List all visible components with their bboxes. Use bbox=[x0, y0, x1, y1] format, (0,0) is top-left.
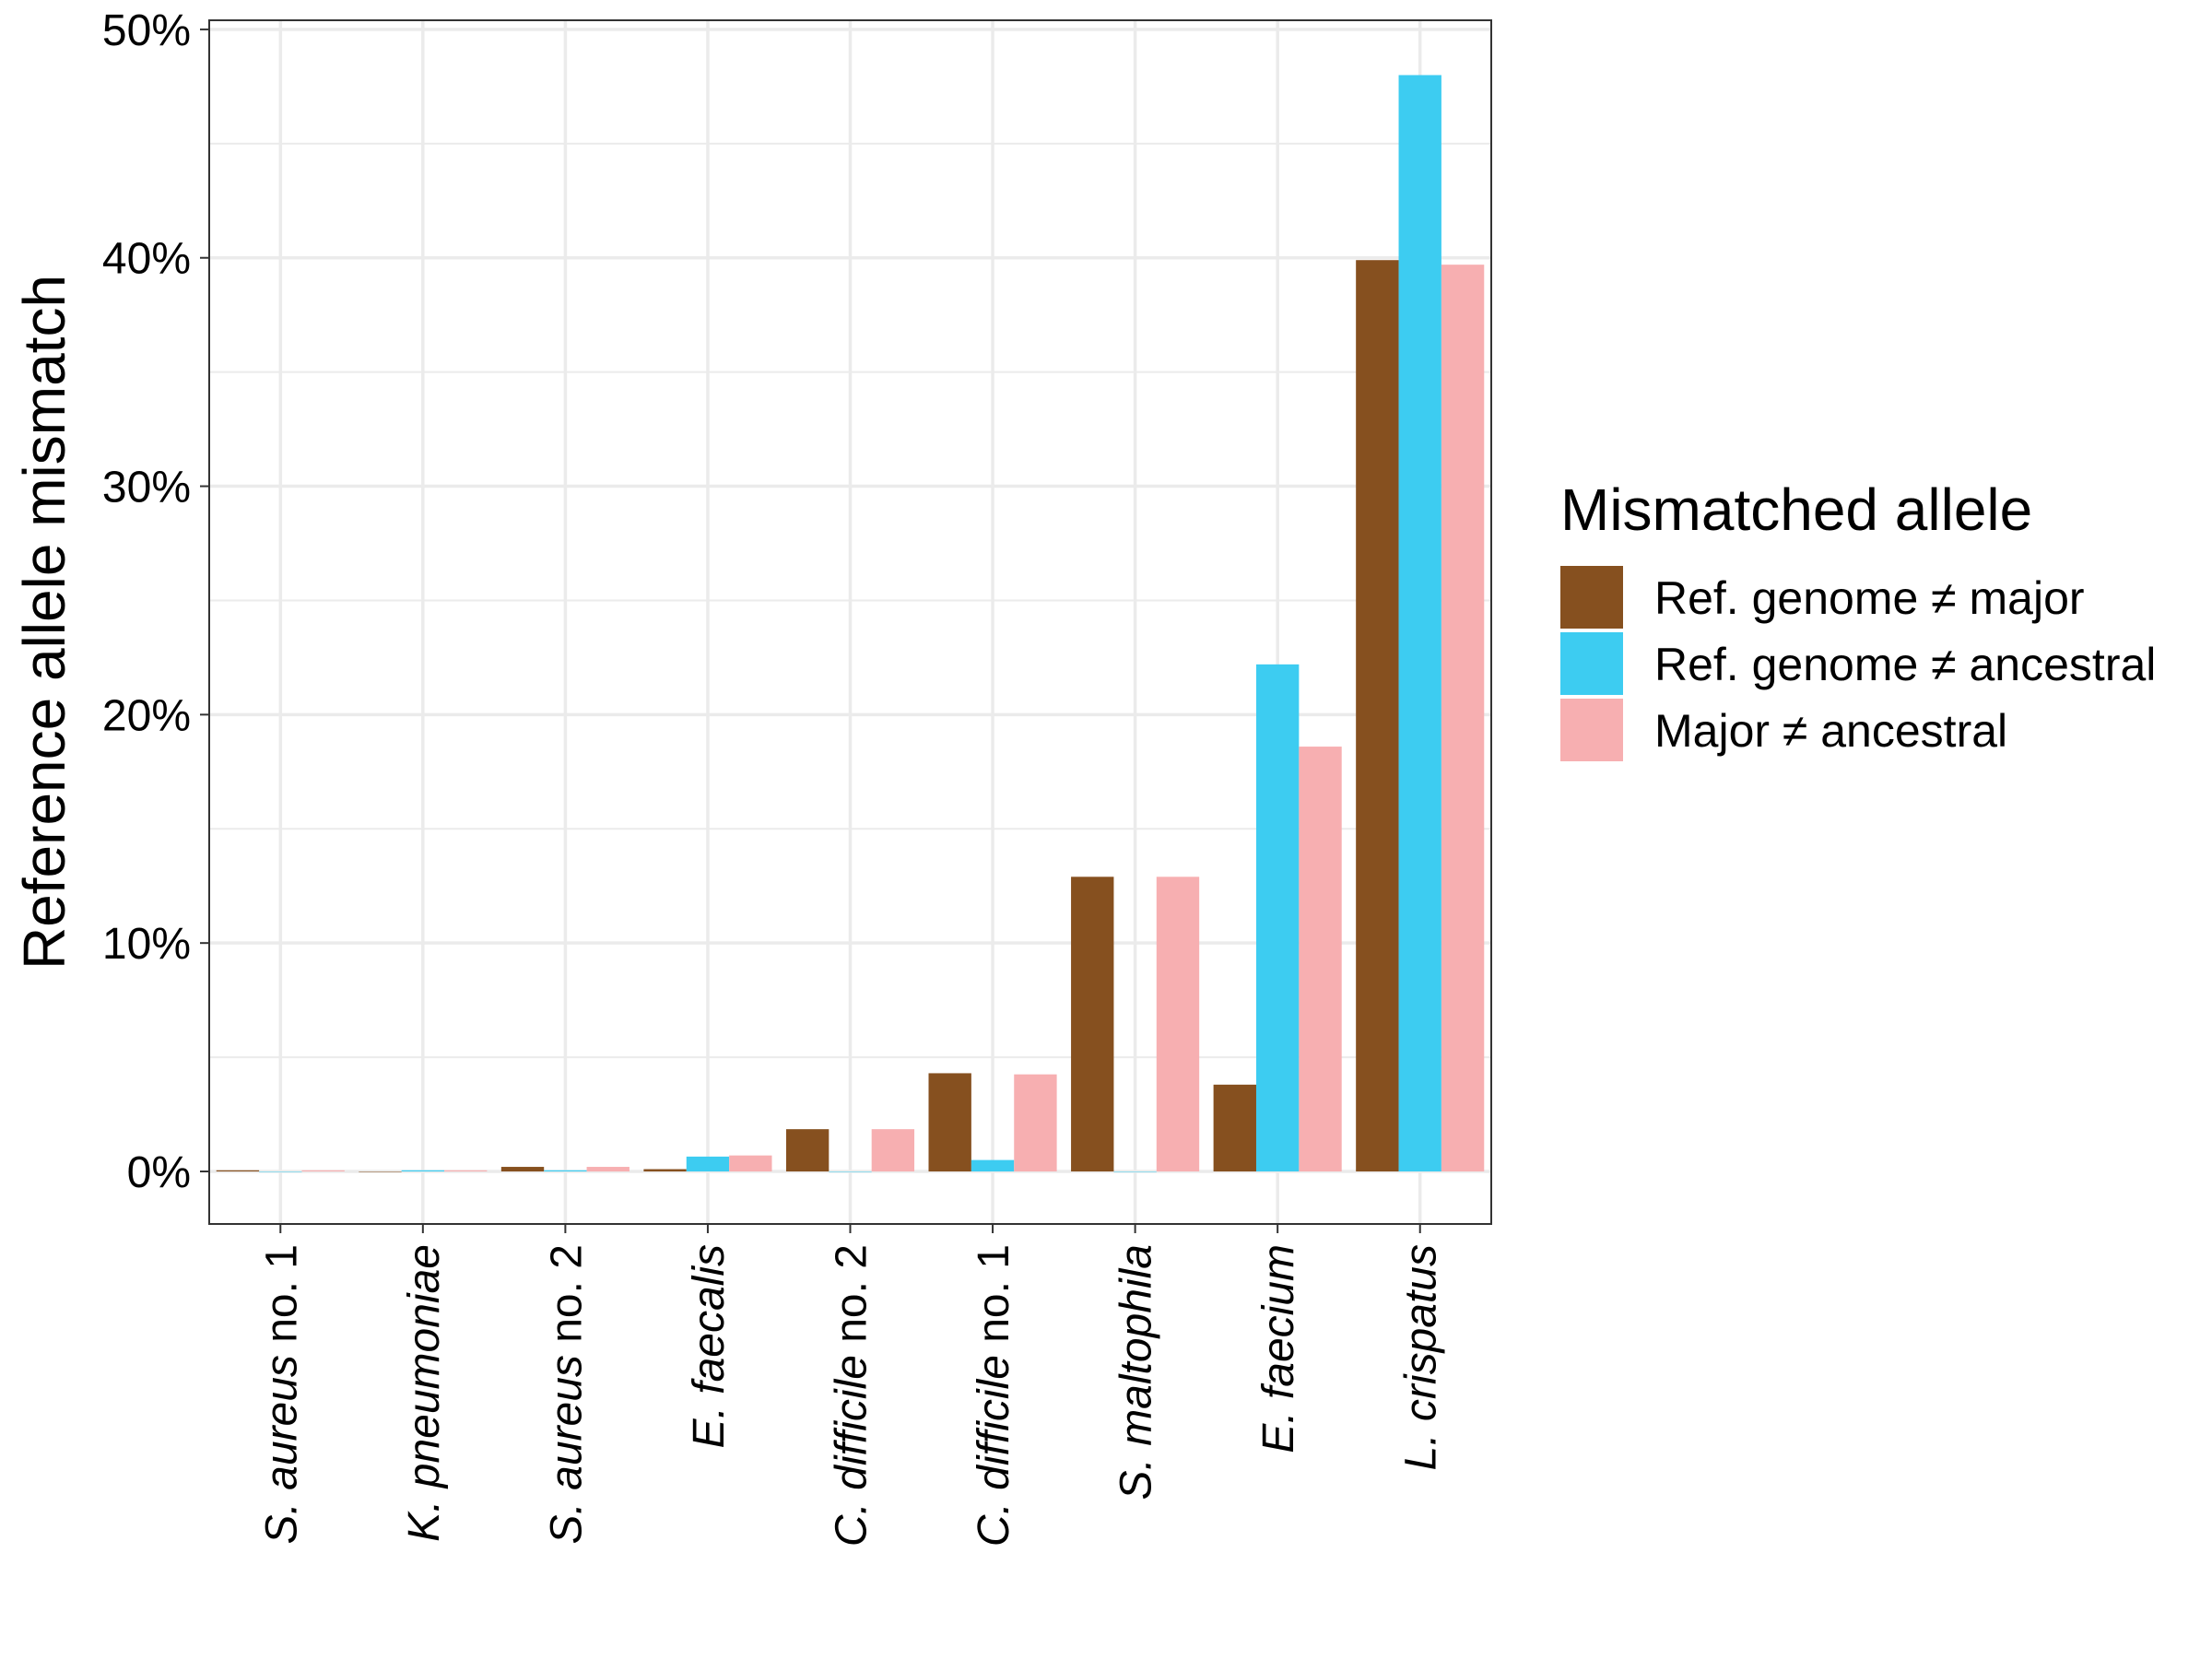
bar bbox=[1213, 1084, 1256, 1172]
y-tick-label: 10% bbox=[102, 920, 191, 969]
y-axis-title: Reference allele mismatch bbox=[11, 275, 77, 970]
y-axis: 0% 10% 20% 30% 40% 50% bbox=[102, 6, 209, 1197]
legend-label: Major ≠ ancestral bbox=[1654, 705, 2007, 757]
x-tick-label: C. difficile no. 2 bbox=[828, 1244, 877, 1547]
bar bbox=[1071, 877, 1114, 1172]
x-tick-label: L. crispatus bbox=[1397, 1244, 1446, 1470]
y-tick-label: 20% bbox=[102, 691, 191, 740]
bar bbox=[785, 1129, 830, 1172]
bar bbox=[1113, 1171, 1157, 1172]
legend-title: Mismatched allele bbox=[1560, 477, 2032, 543]
bar bbox=[686, 1156, 730, 1172]
bar bbox=[928, 1073, 971, 1172]
bar bbox=[1156, 877, 1200, 1172]
legend-swatch bbox=[1560, 699, 1623, 761]
x-tick-label: C. difficile no. 1 bbox=[970, 1244, 1018, 1547]
bar bbox=[259, 1171, 302, 1172]
bar bbox=[1299, 747, 1342, 1172]
x-tick-label: E. faecium bbox=[1254, 1244, 1303, 1453]
bar bbox=[643, 1169, 687, 1172]
bar bbox=[729, 1155, 772, 1172]
x-tick-label: K. pneumoniae bbox=[400, 1244, 449, 1542]
legend: Mismatched allele Ref. genome ≠ majorRef… bbox=[1560, 477, 2156, 761]
y-tick-label: 40% bbox=[102, 235, 191, 284]
y-tick-label: 30% bbox=[102, 464, 191, 512]
legend-label: Ref. genome ≠ ancestral bbox=[1654, 639, 2156, 690]
bar bbox=[586, 1167, 629, 1172]
y-tick-label: 0% bbox=[127, 1148, 191, 1197]
legend-items: Ref. genome ≠ major Ref. genome ≠ ancestr… bbox=[1560, 566, 2156, 761]
legend-swatch bbox=[1560, 566, 1623, 629]
bar bbox=[1255, 664, 1300, 1172]
bar bbox=[1014, 1074, 1057, 1172]
legend-label: Ref. genome ≠ major bbox=[1654, 572, 2085, 624]
x-axis: S. aureus no. 1 K. pneumoniae S. aureus no… bbox=[257, 1224, 1446, 1547]
x-tick-label: S. maltophila bbox=[1112, 1244, 1161, 1500]
bar bbox=[871, 1129, 915, 1172]
bar bbox=[1398, 75, 1441, 1172]
bars bbox=[216, 75, 1485, 1172]
legend-swatch bbox=[1560, 632, 1623, 695]
x-tick-label: S. aureus no. 2 bbox=[542, 1244, 591, 1545]
x-tick-label: E. faecalis bbox=[685, 1244, 734, 1448]
bar bbox=[971, 1159, 1015, 1172]
x-tick-label: S. aureus no. 1 bbox=[257, 1244, 306, 1545]
bar bbox=[500, 1167, 545, 1172]
bar bbox=[1356, 260, 1399, 1172]
bar bbox=[829, 1171, 872, 1172]
bar bbox=[1441, 265, 1485, 1172]
y-tick-label: 50% bbox=[102, 6, 191, 55]
bar bbox=[359, 1171, 402, 1172]
